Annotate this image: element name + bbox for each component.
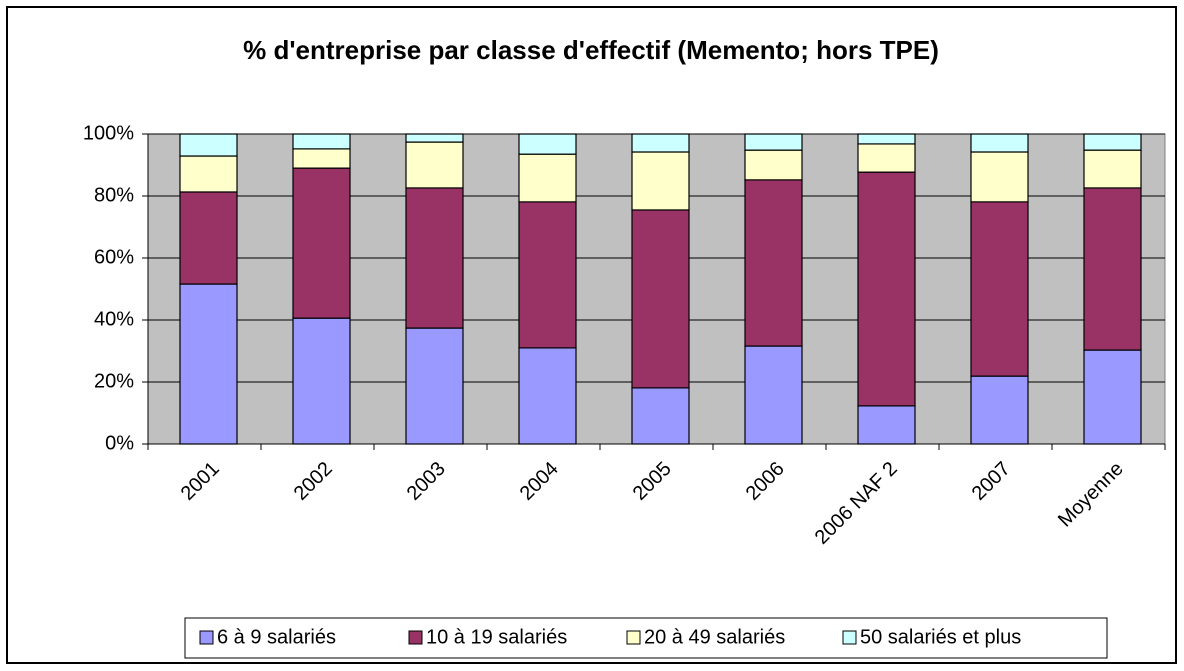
bar-segment (857, 405, 916, 445)
legend-swatch (408, 630, 423, 645)
bar-segment (970, 201, 1029, 377)
bar-segment (179, 133, 238, 157)
bar-segment (179, 283, 238, 445)
bar-segment (970, 375, 1029, 445)
bar-segment (744, 149, 803, 181)
legend-swatch (626, 630, 641, 645)
bar-segment (1083, 187, 1142, 351)
bar-segment (518, 347, 577, 445)
y-tick-label: 100% (83, 122, 134, 144)
bar-segment (292, 148, 351, 169)
y-tick-label: 60% (94, 246, 134, 268)
legend-swatch (199, 630, 214, 645)
y-tick-label: 40% (94, 308, 134, 330)
legend-label: 10 à 19 salariés (426, 626, 567, 648)
bar-segment (405, 327, 464, 445)
bar-segment (631, 209, 690, 389)
bar-segment (518, 133, 577, 155)
legend-box (184, 617, 1108, 659)
bar-segment (1083, 133, 1142, 151)
bar-segment (857, 133, 916, 145)
bar-segment (744, 345, 803, 445)
bar-segment (970, 151, 1029, 203)
bar-segment (1083, 349, 1142, 445)
bar-segment (631, 387, 690, 445)
y-tick-label: 80% (94, 184, 134, 206)
bar-segment (405, 141, 464, 189)
bar-segment (631, 133, 690, 153)
bar-segment (857, 171, 916, 407)
y-tick-label: 20% (94, 370, 134, 392)
bar-segment (1083, 149, 1142, 189)
bar-segment (405, 187, 464, 329)
bar-segment (518, 201, 577, 349)
bar-segment (405, 133, 464, 143)
chart-title: % d'entreprise par classe d'effectif (Me… (243, 35, 939, 65)
legend-swatch (842, 630, 857, 645)
bar-segment (292, 317, 351, 445)
bar-segment (179, 155, 238, 193)
bar-segment (518, 153, 577, 203)
legend-label: 50 salariés et plus (860, 626, 1021, 648)
legend-label: 6 à 9 salariés (217, 626, 336, 648)
bar-segment (631, 151, 690, 211)
y-tick-label: 0% (105, 432, 134, 454)
bar-segment (744, 133, 803, 151)
bar-segment (857, 143, 916, 173)
bar-segment (744, 179, 803, 347)
bar-segment (179, 191, 238, 285)
bar-segment (970, 133, 1029, 153)
bar-segment (292, 167, 351, 319)
bar-segment (292, 133, 351, 150)
legend-label: 20 à 49 salariés (644, 626, 785, 648)
